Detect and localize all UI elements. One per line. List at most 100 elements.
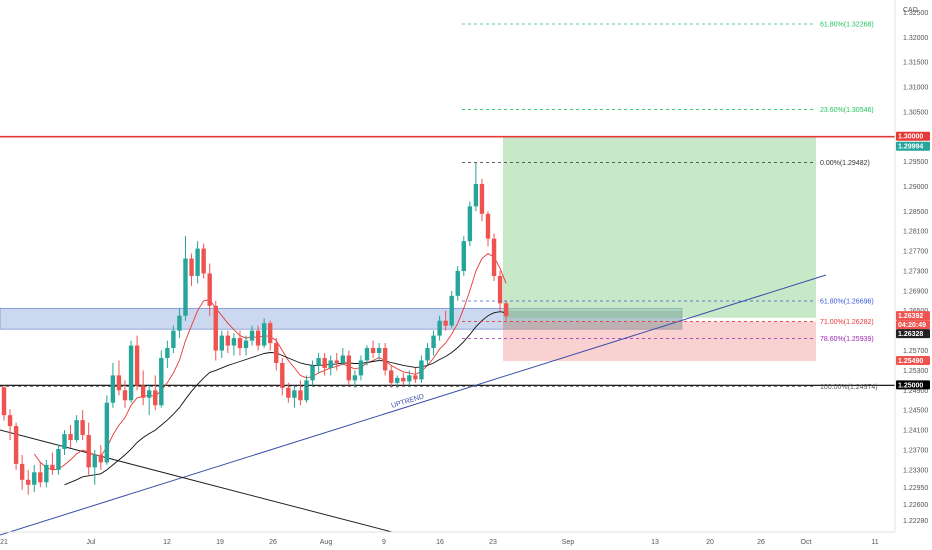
candle-body bbox=[56, 448, 61, 470]
candle-body bbox=[62, 434, 67, 449]
candle-body bbox=[382, 348, 388, 371]
candle-body bbox=[352, 375, 358, 381]
candle-body bbox=[116, 375, 122, 391]
y-tick-label: 1.23700 bbox=[903, 447, 928, 454]
candle-body bbox=[243, 340, 249, 349]
candle-body bbox=[86, 435, 91, 468]
candle-body bbox=[413, 375, 418, 380]
candle-body bbox=[431, 335, 436, 349]
x-tick-label: 26 bbox=[269, 539, 277, 546]
candle-body bbox=[7, 415, 13, 427]
x-tick-label: 12 bbox=[163, 539, 171, 546]
price-tag-bg bbox=[896, 329, 930, 339]
candle-body bbox=[358, 360, 364, 376]
price-tag-bg bbox=[896, 380, 930, 390]
uptrend-label: UPTREND bbox=[391, 393, 425, 410]
candle-body bbox=[401, 377, 406, 382]
candle-body bbox=[376, 348, 382, 354]
price-tag-bg bbox=[896, 131, 930, 141]
candle-body bbox=[38, 472, 43, 483]
candle-body bbox=[92, 454, 97, 468]
candle-body bbox=[497, 275, 503, 304]
x-tick-label: 20 bbox=[706, 539, 714, 546]
currency-label: CAD bbox=[903, 7, 918, 14]
price-axis[interactable]: CAD 1.32500 1.32000 1.31500 1.31000 1.30500 1… bbox=[903, 7, 928, 525]
candle-body bbox=[304, 380, 309, 401]
x-tick-label: Jul bbox=[87, 539, 96, 546]
candle-body bbox=[407, 375, 412, 382]
y-tick-label: 1.22600 bbox=[903, 502, 928, 509]
candle-body bbox=[26, 479, 31, 485]
candle-body bbox=[32, 472, 37, 485]
y-tick-label: 1.30500 bbox=[903, 109, 928, 116]
y-tick-label: 1.31500 bbox=[903, 60, 928, 67]
candle-body bbox=[255, 330, 261, 346]
fib-label: 0.00%(1.29482) bbox=[820, 160, 870, 167]
candle-body bbox=[286, 387, 291, 398]
x-tick-label: Aug bbox=[320, 539, 333, 546]
y-tick-label: 1.29000 bbox=[903, 184, 928, 191]
candle-body bbox=[207, 273, 212, 306]
price-tag-label: 1.30000 bbox=[898, 134, 923, 141]
candle-body bbox=[340, 355, 345, 363]
candle-body bbox=[128, 345, 134, 401]
y-tick-label: 1.22950 bbox=[903, 485, 928, 492]
candle-body bbox=[140, 385, 146, 398]
candle-body bbox=[195, 248, 200, 276]
y-tick-label: 1.27700 bbox=[903, 249, 928, 256]
candle-body bbox=[201, 248, 206, 274]
candle-body bbox=[292, 390, 297, 398]
candle-body bbox=[437, 320, 442, 336]
entry-band bbox=[503, 310, 682, 330]
price-tag-label: 1.25490 bbox=[898, 358, 923, 365]
uptrend-line[interactable] bbox=[0, 274, 827, 536]
candle-body bbox=[473, 183, 479, 207]
candle-body bbox=[219, 335, 224, 351]
candle-body bbox=[44, 464, 49, 483]
y-tick-label: 1.31000 bbox=[903, 85, 928, 92]
candle-body bbox=[280, 362, 285, 388]
candle-body bbox=[346, 355, 352, 381]
x-tick-label: Sep bbox=[562, 539, 575, 546]
y-tick-label: 1.22280 bbox=[903, 518, 928, 525]
price-tag-label: 1.25000 bbox=[898, 382, 923, 389]
price-tag-label: 1.26328 bbox=[898, 331, 923, 338]
price-tag-label: 1.29994 bbox=[898, 144, 923, 151]
x-tick-label: 21 bbox=[0, 539, 8, 546]
candle-body bbox=[449, 295, 454, 326]
fib-levels-layer: 61.80%(1.32268) 23.60%(1.30546) 0.00%(1.29… bbox=[0, 21, 878, 391]
candle-body bbox=[171, 330, 176, 349]
y-tick-label: 1.26900 bbox=[903, 288, 928, 295]
candle-body bbox=[274, 343, 279, 363]
candle-body bbox=[419, 360, 424, 380]
candle-body bbox=[425, 348, 430, 361]
candles-layer bbox=[1, 162, 509, 495]
y-tick-label: 1.24100 bbox=[903, 428, 928, 435]
y-tick-label: 1.25700 bbox=[903, 348, 928, 355]
candle-body bbox=[455, 270, 460, 296]
price-tag-bg bbox=[896, 141, 930, 151]
candle-body bbox=[165, 348, 170, 358]
fib-label: 78.60%(1.25939) bbox=[820, 336, 874, 343]
fib-label: 71.00%(1.26282) bbox=[820, 319, 874, 326]
candle-body bbox=[153, 390, 158, 406]
candle-body bbox=[213, 305, 218, 351]
candle-body bbox=[68, 434, 73, 441]
candle-body bbox=[50, 464, 55, 470]
x-tick-label: 13 bbox=[651, 539, 659, 546]
candle-body bbox=[249, 330, 255, 341]
candle-body bbox=[74, 420, 79, 441]
candle-body bbox=[479, 183, 485, 214]
y-tick-label: 1.27300 bbox=[903, 268, 928, 275]
time-axis[interactable]: 21 Jul 12 19 26 Aug 9 16 23 Sep 13 20 26 Oct 11 bbox=[0, 539, 879, 546]
candle-body bbox=[159, 357, 164, 406]
y-tick-label: 1.28500 bbox=[903, 209, 928, 216]
candle-body bbox=[298, 390, 303, 401]
candle-body bbox=[80, 420, 85, 436]
candle-body bbox=[503, 303, 509, 317]
y-tick-label: 1.32000 bbox=[903, 35, 928, 42]
x-tick-label: 9 bbox=[382, 539, 386, 546]
x-tick-label: 16 bbox=[436, 539, 444, 546]
candle-body bbox=[461, 241, 466, 271]
